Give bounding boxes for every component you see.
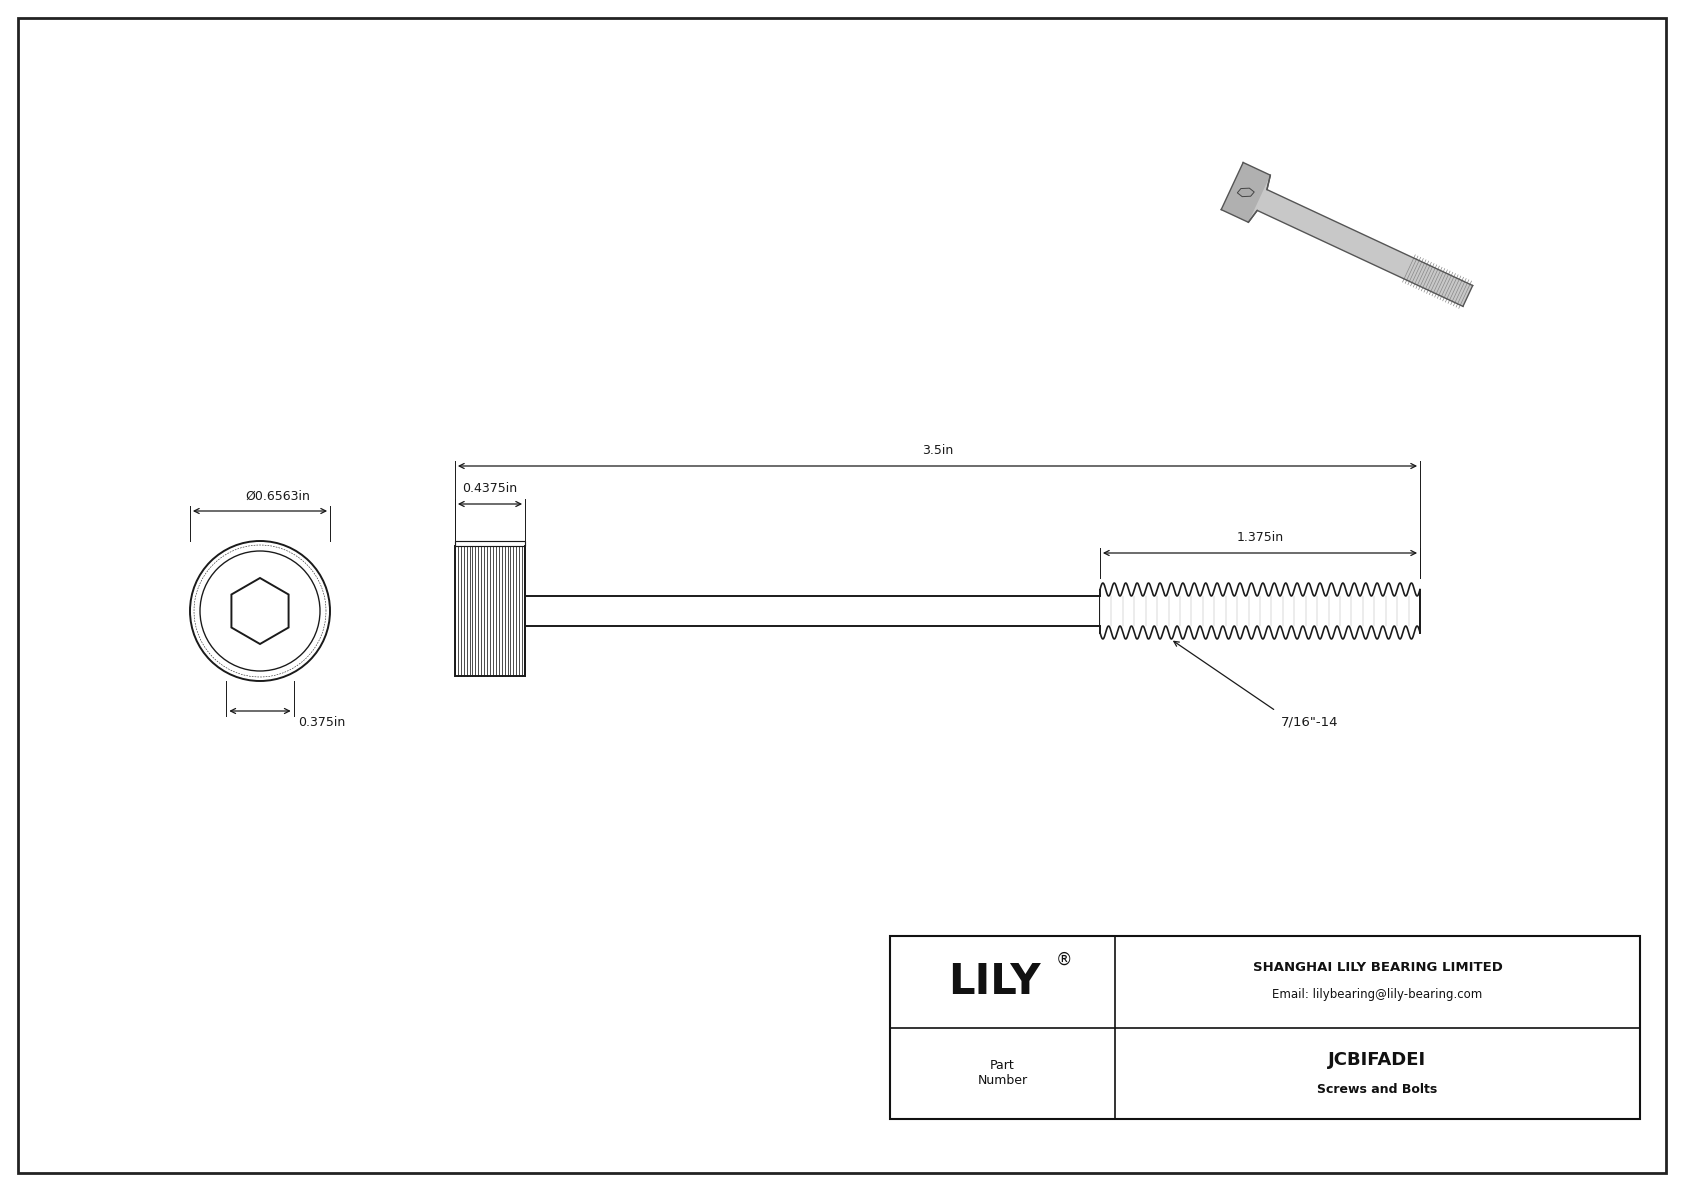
Bar (1100, 596, 1420, 626)
Text: ®: ® (1056, 950, 1073, 968)
Text: Email: lilybearing@lily-bearing.com: Email: lilybearing@lily-bearing.com (1273, 989, 1482, 1002)
Polygon shape (1221, 162, 1270, 223)
Bar (891, 936, 1640, 1120)
Text: Screws and Bolts: Screws and Bolts (1317, 1083, 1438, 1096)
Ellipse shape (200, 551, 320, 671)
Bar (525, 596, 1100, 626)
Ellipse shape (190, 541, 330, 681)
Polygon shape (1221, 162, 1474, 306)
Text: 1.375in: 1.375in (1236, 531, 1283, 544)
Bar (455, 541, 525, 545)
Polygon shape (231, 578, 288, 644)
Text: LILY: LILY (948, 961, 1041, 1003)
Text: 7/16"-14: 7/16"-14 (1282, 716, 1339, 729)
Text: SHANGHAI LILY BEARING LIMITED: SHANGHAI LILY BEARING LIMITED (1253, 961, 1502, 974)
Bar (455, 545, 525, 676)
Text: Part
Number: Part Number (977, 1059, 1027, 1087)
Text: 3.5in: 3.5in (921, 444, 953, 457)
Text: Ø0.6563in: Ø0.6563in (244, 490, 310, 503)
Text: JCBIFADEI: JCBIFADEI (1329, 1052, 1426, 1070)
Polygon shape (1238, 188, 1255, 197)
Text: 0.375in: 0.375in (298, 716, 345, 729)
Text: 0.4375in: 0.4375in (463, 482, 517, 495)
